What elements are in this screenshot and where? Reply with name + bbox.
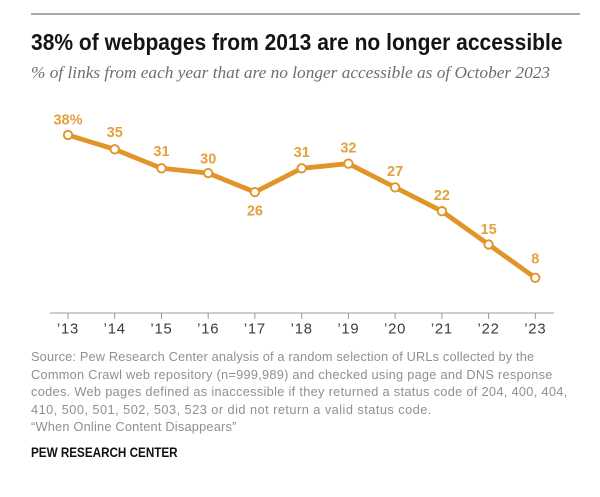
svg-text:’17: ’17: [244, 322, 266, 338]
svg-text:30: 30: [200, 151, 216, 167]
svg-text:’23: ’23: [524, 322, 546, 338]
svg-text:’18: ’18: [291, 322, 313, 338]
svg-text:31: 31: [153, 144, 169, 160]
svg-text:’19: ’19: [337, 322, 359, 338]
svg-text:27: 27: [387, 164, 403, 180]
svg-text:8: 8: [531, 251, 539, 267]
svg-text:’14: ’14: [104, 322, 126, 338]
svg-text:35: 35: [107, 125, 123, 141]
svg-text:’15: ’15: [150, 322, 172, 338]
svg-text:38%: 38%: [53, 113, 82, 129]
svg-text:’13: ’13: [57, 322, 79, 338]
svg-text:32: 32: [340, 140, 356, 156]
svg-text:22: 22: [434, 188, 450, 204]
svg-text:’20: ’20: [384, 322, 406, 338]
svg-text:26: 26: [247, 204, 263, 220]
svg-text:15: 15: [481, 222, 497, 238]
svg-text:’16: ’16: [197, 322, 219, 338]
svg-text:31: 31: [294, 145, 310, 161]
svg-text:’22: ’22: [478, 322, 500, 338]
svg-text:’21: ’21: [431, 322, 453, 338]
